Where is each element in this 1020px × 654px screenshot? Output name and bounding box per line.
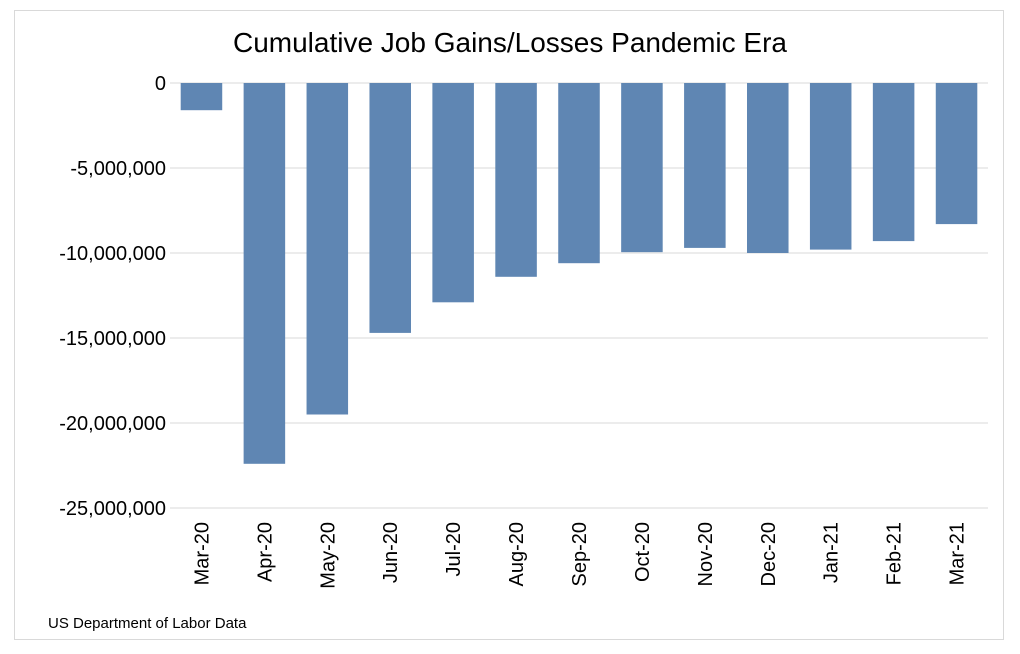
x-tick-label: Jul-20 xyxy=(443,522,465,576)
x-tick-label: Oct-20 xyxy=(632,522,654,582)
bar-aug-20 xyxy=(495,83,537,277)
chart-title: Cumulative Job Gains/Losses Pandemic Era xyxy=(233,27,787,58)
bar-nov-20 xyxy=(684,83,726,248)
bar-mar-20 xyxy=(180,83,223,111)
x-tick-label: Nov-20 xyxy=(695,522,717,586)
y-tick-label: -15,000,000 xyxy=(59,328,166,350)
x-tick-label: Jan-21 xyxy=(821,522,843,583)
gridlines xyxy=(170,82,988,509)
bar-mar-21 xyxy=(935,83,978,225)
x-tick-label: Dec-20 xyxy=(758,522,780,586)
y-axis-ticks: 0 -5,000,000 -10,000,000 -15,000,000 -20,000… xyxy=(59,73,166,520)
bar-jul-20 xyxy=(432,83,474,303)
bar-feb-21 xyxy=(872,83,915,242)
bar-sep-20 xyxy=(558,83,600,264)
bar-oct-20 xyxy=(621,83,663,253)
bars xyxy=(180,83,978,464)
y-tick-label: -20,000,000 xyxy=(59,413,166,435)
x-tick-label: Mar-20 xyxy=(191,522,213,585)
bar-may-20 xyxy=(306,83,349,415)
x-tick-label: Mar-21 xyxy=(947,522,969,585)
x-tick-label: Apr-20 xyxy=(254,522,276,582)
y-tick-label: -25,000,000 xyxy=(59,498,166,520)
bar-dec-20 xyxy=(747,83,789,253)
x-tick-label: Aug-20 xyxy=(506,522,528,587)
y-tick-label: 0 xyxy=(155,73,166,95)
y-tick-label: -5,000,000 xyxy=(70,158,166,180)
y-tick-label: -10,000,000 xyxy=(59,243,166,265)
x-tick-label: Jun-20 xyxy=(380,522,402,583)
source-note: US Department of Labor Data xyxy=(48,615,247,632)
x-axis-ticks: Mar-20 Apr-20 May-20 Jun-20 Jul-20 Aug-20 Sep-… xyxy=(191,522,968,589)
bar-apr-20 xyxy=(243,83,286,464)
bar-jan-21 xyxy=(809,83,852,250)
bar-jun-20 xyxy=(369,83,411,333)
x-tick-label: Sep-20 xyxy=(569,522,591,587)
x-tick-label: May-20 xyxy=(317,522,339,589)
x-tick-label: Feb-21 xyxy=(884,522,906,585)
